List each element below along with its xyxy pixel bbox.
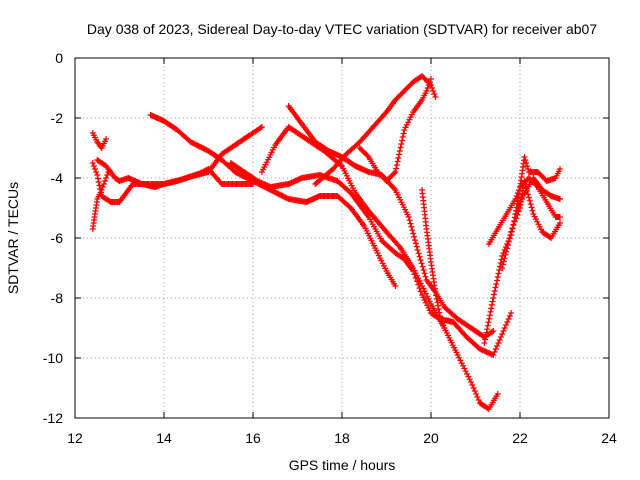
chart-title: Day 038 of 2023, Sidereal Day-to-day VTE… [87, 21, 597, 37]
y-tick-label: -6 [51, 230, 64, 246]
series-1 [89, 169, 112, 232]
series-7 [258, 124, 501, 412]
y-tick-label: -2 [51, 110, 64, 126]
tick-labels: 12 14 16 18 20 22 24 0 -2 -4 -6 -8 -10 -12 [43, 50, 617, 446]
y-tick-label: -8 [51, 290, 64, 306]
x-tick-label: 24 [601, 430, 617, 446]
series-2 [89, 130, 110, 151]
data-points [89, 73, 563, 412]
x-tick-label: 18 [334, 430, 350, 446]
series-15 [512, 175, 563, 217]
plus-marker-trail [89, 169, 112, 232]
y-axis-label: SDTVAR / TECUs [5, 182, 21, 294]
x-axis-label: GPS time / hours [289, 457, 396, 473]
plus-marker-trail [312, 73, 439, 187]
x-tick-label: 12 [67, 430, 83, 446]
series-14 [499, 178, 563, 271]
series-10 [356, 76, 434, 184]
series-12 [485, 154, 563, 247]
plus-marker-trail [94, 124, 265, 190]
plus-marker-trail [89, 130, 110, 151]
series-8 [285, 103, 497, 340]
plus-marker-trail [499, 178, 563, 271]
grid [75, 58, 609, 418]
y-tick-label: -10 [43, 350, 63, 366]
x-tick-label: 14 [156, 430, 172, 446]
x-tick-label: 22 [512, 430, 528, 446]
plus-marker-trail [258, 124, 501, 412]
plus-marker-trail [512, 175, 563, 217]
y-tick-label: 0 [55, 50, 63, 66]
x-tick-label: 20 [423, 430, 439, 446]
plus-marker-trail [485, 154, 563, 247]
plus-marker-trail [419, 187, 448, 331]
y-tick-label: -12 [43, 410, 63, 426]
plot-frame [74, 57, 610, 419]
series-4 [94, 124, 265, 190]
y-tick-label: -4 [51, 170, 64, 186]
plus-marker-trail [285, 103, 497, 340]
series-9 [312, 73, 439, 187]
plus-marker-trail [356, 76, 434, 184]
x-tick-label: 16 [245, 430, 261, 446]
series-11 [419, 187, 448, 331]
